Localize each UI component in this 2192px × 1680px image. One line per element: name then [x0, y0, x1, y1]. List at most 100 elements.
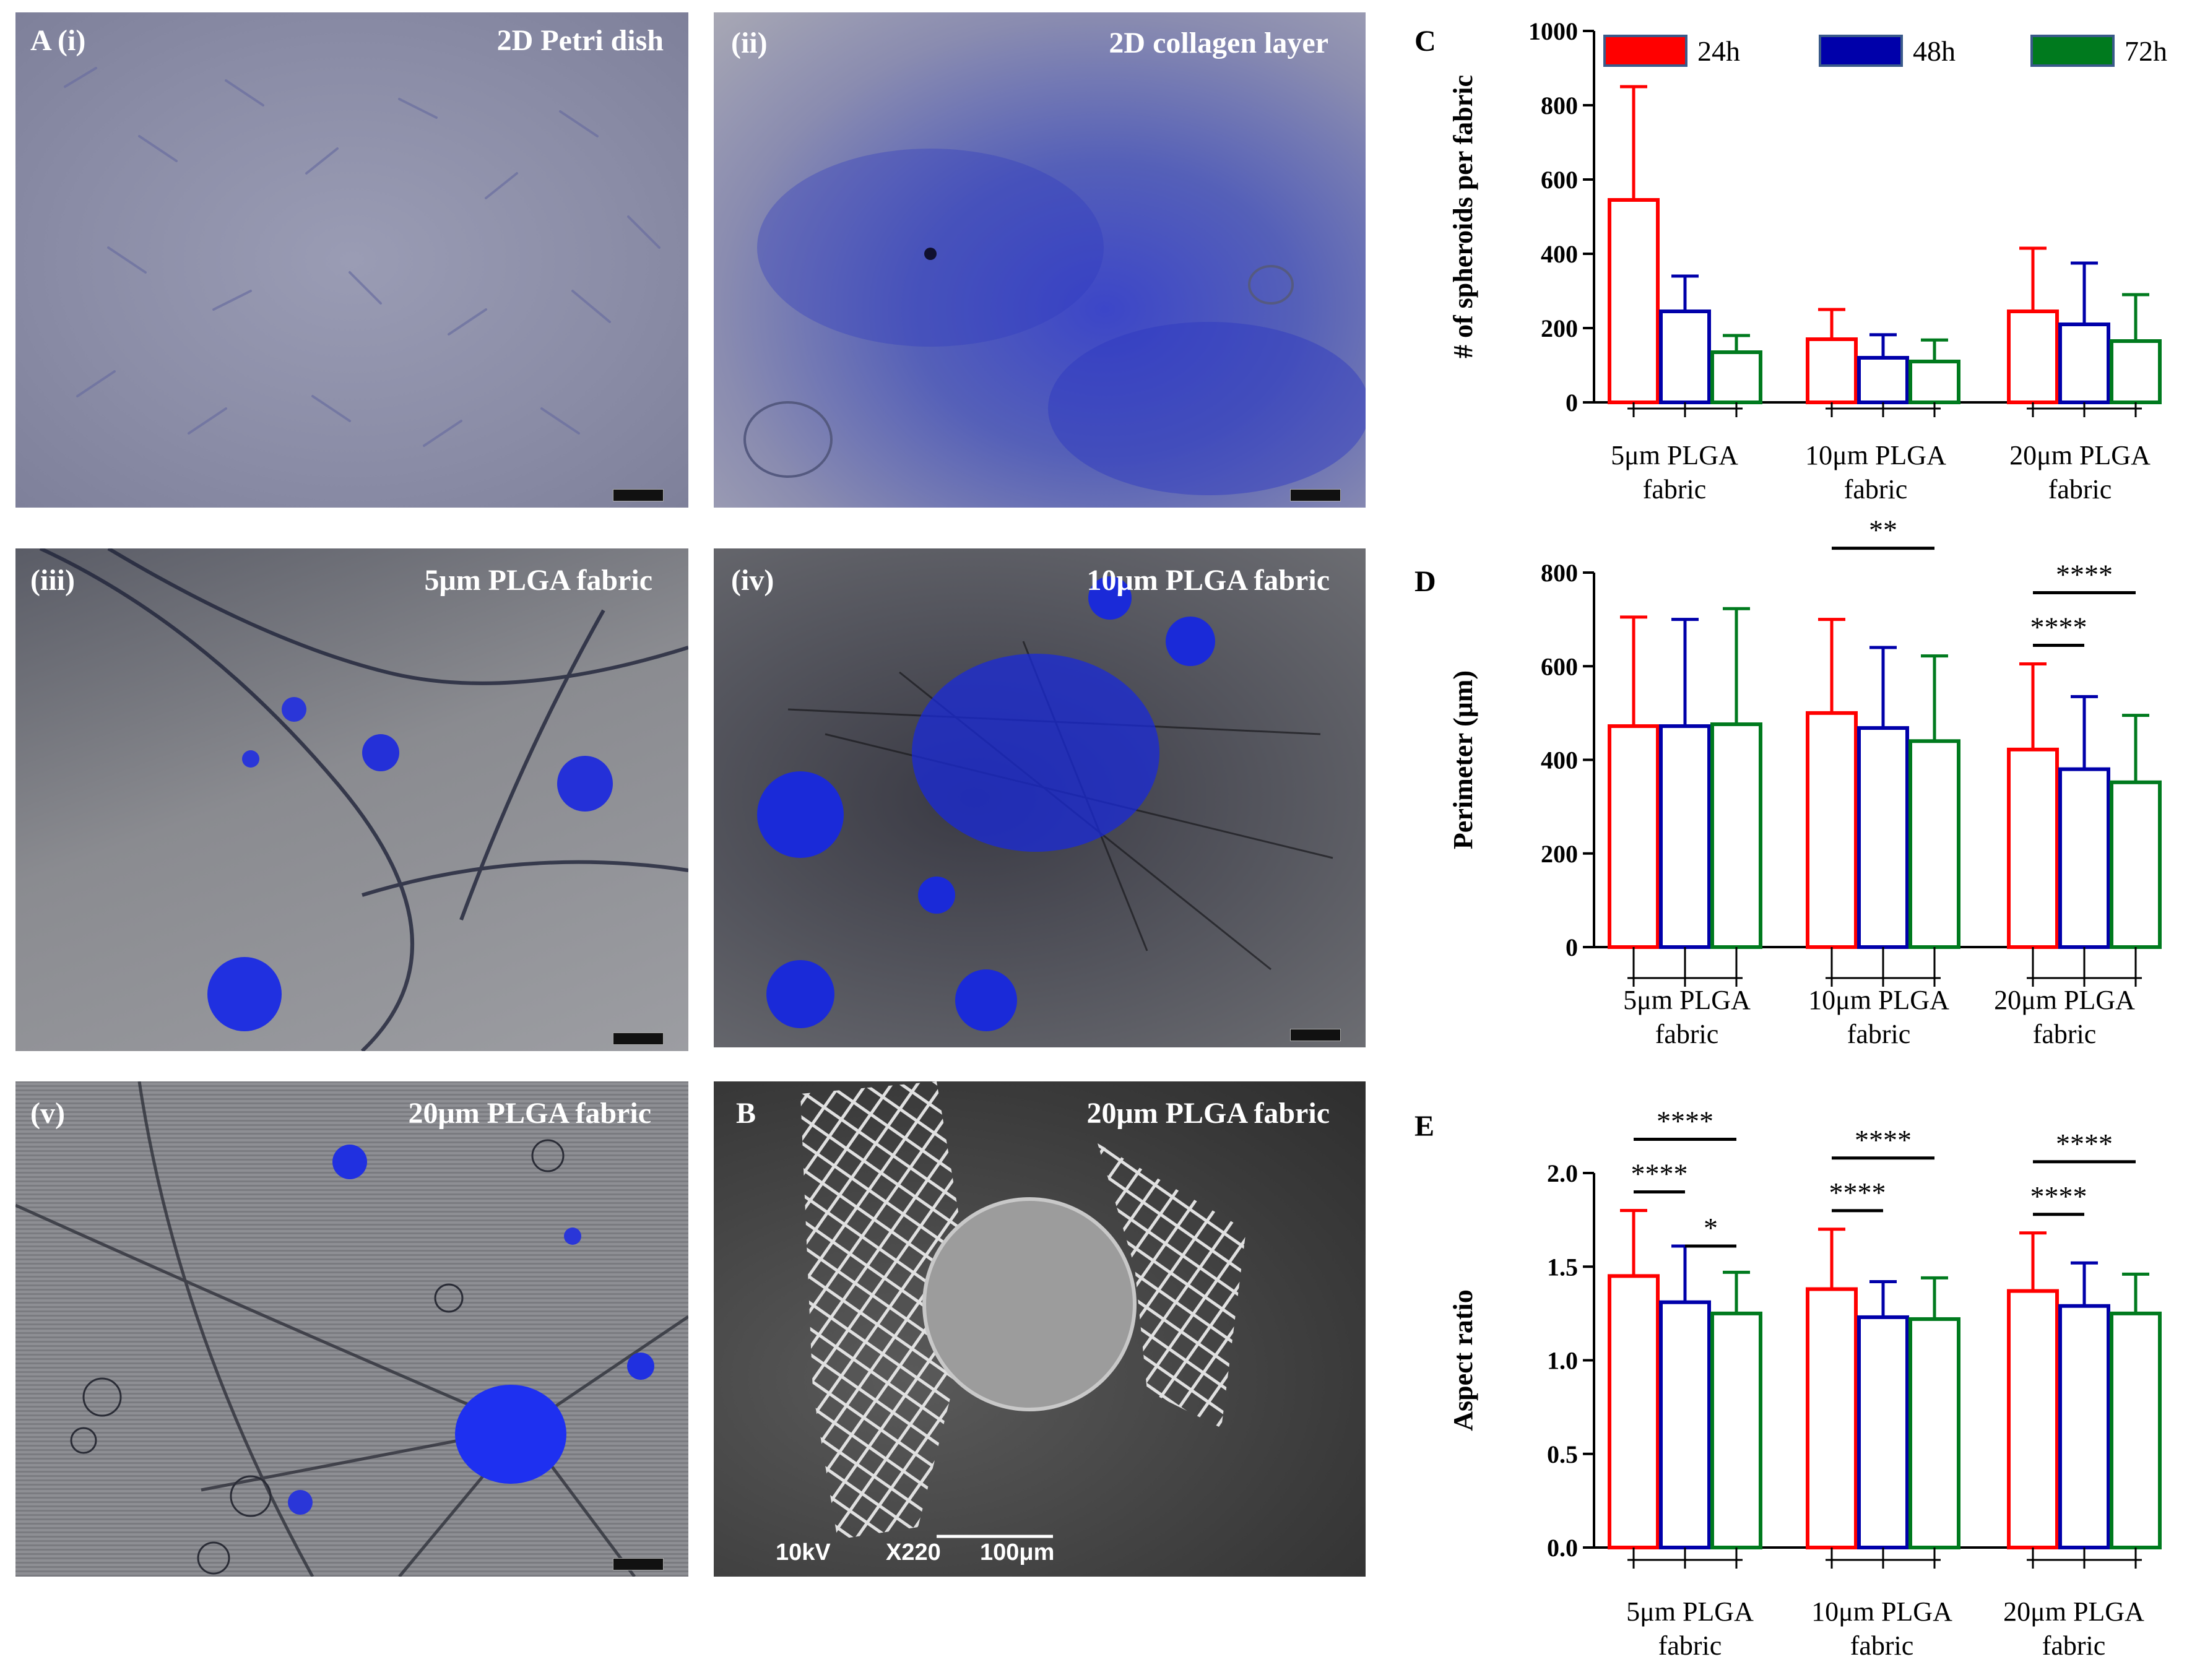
- bar: [2058, 1304, 2110, 1549]
- sem-20um-plga: B 20μm PLGA fabric 10kV X220 100μm: [714, 1081, 1366, 1577]
- category-label: 5μm PLGA: [1611, 440, 1738, 470]
- panel-label: (iii): [30, 564, 75, 597]
- panel-label: (ii): [731, 27, 768, 59]
- cell-texture: [64, 67, 661, 447]
- category-label: fabric: [1658, 1630, 1722, 1661]
- panel-title: 20μm PLGA fabric: [408, 1097, 651, 1130]
- sem-voltage: 10kV: [776, 1539, 831, 1565]
- panel-title: 20μm PLGA fabric: [1086, 1097, 1330, 1130]
- bar: [2007, 1289, 2059, 1549]
- micrograph-petri-dish: A (i) 2D Petri dish: [15, 12, 688, 508]
- bar: [2110, 339, 2162, 404]
- bar: [1908, 1317, 1960, 1549]
- legend-label: 24h: [1697, 35, 1740, 67]
- bar: [1710, 350, 1762, 404]
- significance-label: ****: [1657, 1106, 1713, 1137]
- y-tick-label: 0: [1566, 933, 1578, 961]
- category-label: fabric: [2042, 1630, 2106, 1661]
- fabric-texture: [757, 576, 1333, 1031]
- legend-label: 72h: [2125, 35, 2167, 67]
- bar: [1857, 1315, 1909, 1549]
- category-label: 10μm PLGA: [1811, 1596, 1952, 1627]
- panel-title: 5μm PLGA fabric: [424, 564, 652, 597]
- y-tick-label: 0.0: [1547, 1534, 1578, 1562]
- bar: [1608, 198, 1660, 404]
- collagen-texture: [743, 149, 1366, 495]
- panel-letter: E: [1414, 1110, 1434, 1143]
- bar: [2007, 747, 2059, 949]
- sem-mesh: [800, 1081, 1246, 1539]
- bar: [1659, 1300, 1711, 1549]
- category-label: fabric: [2048, 474, 2112, 504]
- scale-bar: [1290, 489, 1341, 501]
- y-tick-label: 800: [1541, 559, 1578, 587]
- sem-magnification: X220: [886, 1539, 941, 1565]
- category-label: fabric: [1655, 1019, 1719, 1049]
- significance-label: ****: [2056, 1128, 2113, 1159]
- y-tick-label: 1000: [1528, 17, 1578, 45]
- bar: [1806, 337, 1858, 404]
- panel-title: 2D collagen layer: [1109, 27, 1328, 59]
- bar: [2110, 780, 2162, 949]
- fabric-texture: [15, 1081, 688, 1577]
- legend-swatch: [2030, 35, 2115, 67]
- y-tick-label: 600: [1541, 652, 1578, 680]
- category-label: 10μm PLGA: [1808, 985, 1949, 1015]
- micrograph-collagen-layer: (ii) 2D collagen layer: [714, 12, 1366, 508]
- bar: [2058, 767, 2110, 949]
- category-label: fabric: [1847, 1019, 1911, 1049]
- chart-perimeter: D Perimeter (μm) 0 200 400 600 800 5μm PLGA fabr…: [1414, 514, 2162, 1049]
- y-tick-label: 2.0: [1547, 1159, 1578, 1187]
- category-label: 20μm PLGA: [1994, 985, 2135, 1015]
- significance-label: *: [1704, 1212, 1718, 1244]
- legend-swatch: [1603, 35, 1687, 67]
- category-label: fabric: [2033, 1019, 2097, 1049]
- legend-label: 48h: [1913, 35, 1956, 67]
- bar: [1659, 310, 1711, 404]
- micrograph-5um-plga: (iii) 5μm PLGA fabric: [15, 548, 688, 1051]
- y-tick-label: 0: [1566, 389, 1578, 417]
- category-label: 10μm PLGA: [1805, 440, 1946, 470]
- significance-label: ****: [1631, 1158, 1688, 1190]
- category-label: 20μm PLGA: [2003, 1596, 2144, 1627]
- bar: [2007, 310, 2059, 404]
- bar: [1908, 739, 1960, 949]
- bar: [2110, 1311, 2162, 1549]
- significance-label: ****: [2030, 611, 2087, 643]
- y-tick-label: 200: [1541, 840, 1578, 868]
- bar: [1608, 724, 1660, 949]
- bar: [1908, 360, 1960, 404]
- category-label: fabric: [1844, 474, 1908, 504]
- category-label: 5μm PLGA: [1623, 985, 1751, 1015]
- scale-bar: [1290, 1029, 1341, 1041]
- bar: [1710, 722, 1762, 949]
- scale-bar: [613, 1558, 664, 1570]
- y-tick-label: 400: [1541, 747, 1578, 774]
- y-tick-label: 1.5: [1547, 1253, 1578, 1281]
- panel-title: 2D Petri dish: [496, 24, 664, 57]
- chart-spheroid-count: C # of spheroids per fabric 0 200 400 600 800 1…: [1414, 17, 2167, 504]
- bar: [1659, 724, 1711, 949]
- significance-label: ****: [2056, 558, 2113, 590]
- micrograph-10um-plga: (iv) 10μm PLGA fabric: [714, 548, 1366, 1047]
- y-axis-label: # of spheroids per fabric: [1448, 75, 1478, 358]
- panel-label: B: [736, 1097, 756, 1130]
- panel-letter: D: [1414, 565, 1436, 598]
- panel-label: A (i): [30, 24, 86, 57]
- bar: [1857, 356, 1909, 404]
- y-tick-label: 0.5: [1547, 1440, 1578, 1468]
- significance-label: **: [1869, 514, 1897, 546]
- category-label: 5μm PLGA: [1626, 1596, 1754, 1627]
- bar: [1806, 1287, 1858, 1549]
- fabric-texture: [39, 548, 688, 1051]
- bar: [1806, 711, 1858, 949]
- panel-label: (iv): [731, 564, 774, 597]
- y-axis-label: Aspect ratio: [1448, 1289, 1478, 1431]
- bar: [1857, 726, 1909, 949]
- sem-scale: 100μm: [980, 1539, 1055, 1565]
- significance-label: ****: [1829, 1177, 1886, 1208]
- category-label: 20μm PLGA: [2009, 440, 2151, 470]
- bar: [2058, 323, 2110, 404]
- significance-label: ****: [1855, 1124, 1912, 1156]
